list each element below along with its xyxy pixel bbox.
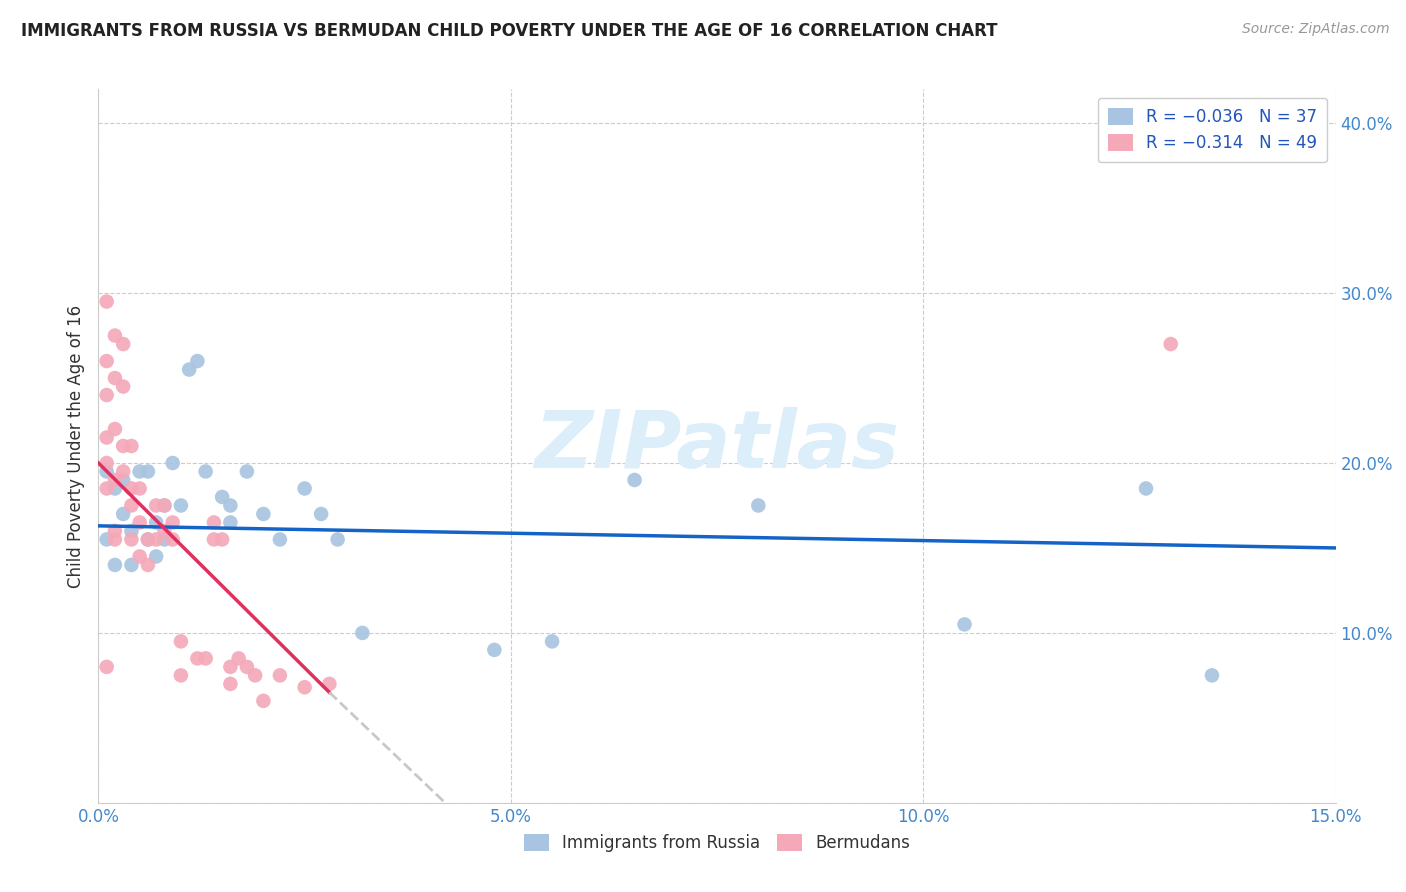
- Point: [120, 499, 142, 513]
- Point: [1135, 482, 1157, 496]
- Point: [136, 465, 159, 479]
- Point: [202, 533, 225, 547]
- Point: [541, 634, 564, 648]
- Point: [219, 499, 242, 513]
- Point: [186, 651, 208, 665]
- Point: [112, 465, 135, 479]
- Point: [153, 524, 176, 538]
- Point: [112, 337, 135, 351]
- Point: [162, 533, 184, 547]
- Point: [112, 379, 135, 393]
- Point: [128, 549, 150, 564]
- Point: [236, 465, 259, 479]
- Y-axis label: Child Poverty Under the Age of 16: Child Poverty Under the Age of 16: [66, 304, 84, 588]
- Point: [120, 482, 142, 496]
- Point: [953, 617, 976, 632]
- Point: [96, 465, 118, 479]
- Point: [104, 533, 127, 547]
- Text: IMMIGRANTS FROM RUSSIA VS BERMUDAN CHILD POVERTY UNDER THE AGE OF 16 CORRELATION: IMMIGRANTS FROM RUSSIA VS BERMUDAN CHILD…: [21, 22, 998, 40]
- Point: [136, 558, 159, 572]
- Point: [104, 524, 127, 538]
- Point: [104, 473, 127, 487]
- Point: [104, 422, 127, 436]
- Point: [219, 516, 242, 530]
- Point: [96, 388, 118, 402]
- Point: [326, 533, 349, 547]
- Point: [128, 465, 150, 479]
- Point: [252, 694, 274, 708]
- Point: [104, 558, 127, 572]
- Point: [153, 499, 176, 513]
- Text: ZIPatlas: ZIPatlas: [534, 407, 900, 485]
- Point: [294, 482, 316, 496]
- Point: [120, 524, 142, 538]
- Point: [120, 439, 142, 453]
- Point: [112, 439, 135, 453]
- Point: [211, 490, 233, 504]
- Point: [179, 362, 201, 376]
- Point: [170, 668, 193, 682]
- Point: [104, 482, 127, 496]
- Point: [194, 465, 217, 479]
- Point: [128, 482, 150, 496]
- Point: [96, 430, 118, 444]
- Point: [112, 473, 135, 487]
- Point: [219, 660, 242, 674]
- Point: [112, 507, 135, 521]
- Point: [309, 507, 332, 521]
- Point: [153, 499, 176, 513]
- Point: [294, 680, 316, 694]
- Point: [243, 668, 266, 682]
- Point: [170, 499, 193, 513]
- Point: [120, 533, 142, 547]
- Point: [104, 371, 127, 385]
- Point: [136, 533, 159, 547]
- Point: [318, 677, 340, 691]
- Point: [1201, 668, 1223, 682]
- Point: [96, 456, 118, 470]
- Point: [352, 626, 374, 640]
- Point: [145, 549, 167, 564]
- Point: [202, 516, 225, 530]
- Point: [120, 558, 142, 572]
- Point: [162, 516, 184, 530]
- Point: [96, 354, 118, 368]
- Point: [211, 533, 233, 547]
- Point: [219, 677, 242, 691]
- Point: [252, 507, 274, 521]
- Point: [96, 533, 118, 547]
- Point: [623, 473, 645, 487]
- Point: [236, 660, 259, 674]
- Point: [1160, 337, 1182, 351]
- Text: Source: ZipAtlas.com: Source: ZipAtlas.com: [1241, 22, 1389, 37]
- Point: [96, 294, 118, 309]
- Point: [194, 651, 217, 665]
- Legend: Immigrants from Russia, Bermudans: Immigrants from Russia, Bermudans: [517, 827, 917, 859]
- Point: [228, 651, 250, 665]
- Point: [170, 634, 193, 648]
- Point: [747, 499, 769, 513]
- Point: [186, 354, 208, 368]
- Point: [145, 499, 167, 513]
- Point: [153, 533, 176, 547]
- Point: [484, 643, 506, 657]
- Point: [269, 533, 291, 547]
- Point: [136, 533, 159, 547]
- Point: [162, 456, 184, 470]
- Point: [145, 516, 167, 530]
- Point: [269, 668, 291, 682]
- Point: [128, 516, 150, 530]
- Point: [104, 328, 127, 343]
- Point: [96, 660, 118, 674]
- Point: [145, 533, 167, 547]
- Point: [96, 482, 118, 496]
